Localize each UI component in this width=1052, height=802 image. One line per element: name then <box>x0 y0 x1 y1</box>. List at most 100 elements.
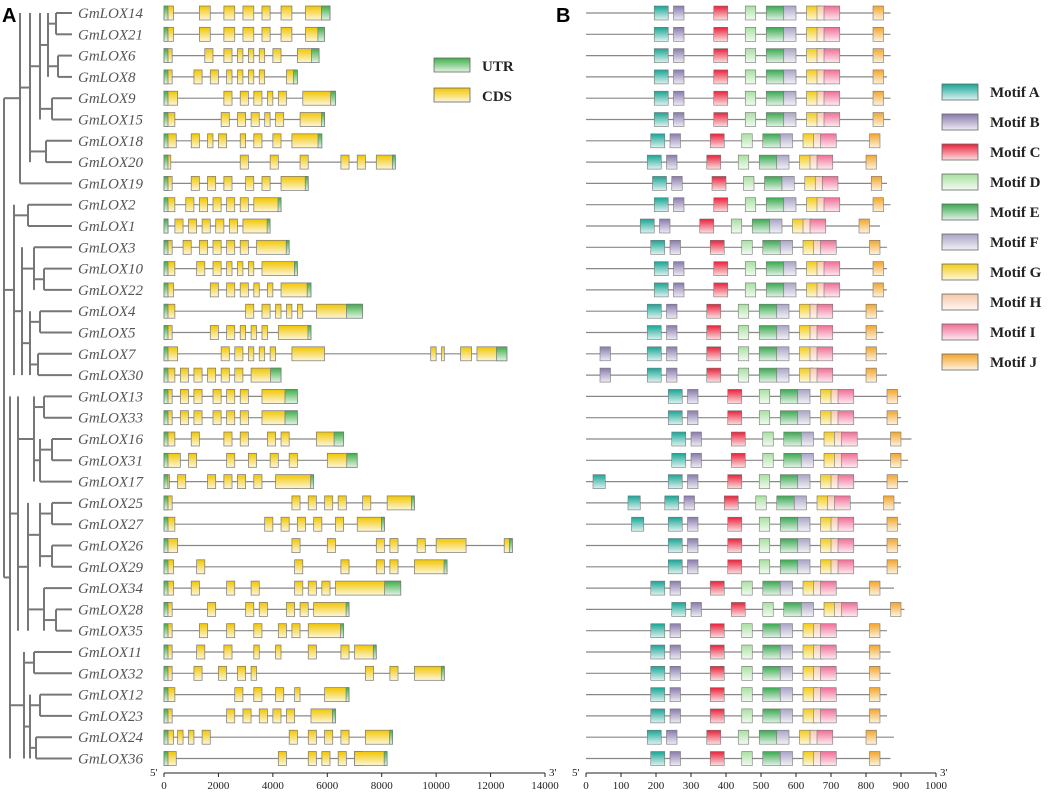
motif-E <box>779 410 799 426</box>
motif-legend: Motif A Motif B Motif C Motif D Motif E Motif… <box>941 83 1042 371</box>
motif-D <box>755 495 767 511</box>
motif-D <box>758 410 771 426</box>
motif-A <box>639 218 655 234</box>
cds-exon <box>226 261 233 276</box>
motif-F <box>779 644 793 660</box>
cds-exon <box>209 282 219 298</box>
motif-row-GmLOX7 <box>586 346 887 362</box>
cds-exon <box>340 559 350 575</box>
motif-D <box>737 729 750 745</box>
motif-B <box>659 218 671 234</box>
motif-J <box>872 282 884 298</box>
structure-row-GmLOX16 <box>163 431 344 447</box>
structure-row-GmLOX13 <box>163 389 298 404</box>
motif-I <box>816 346 834 362</box>
motif-C <box>706 729 722 745</box>
cds-exon <box>261 261 298 276</box>
structure-row-GmLOX33 <box>163 410 298 426</box>
motif-A <box>653 112 669 127</box>
cds-exon <box>277 90 287 106</box>
motif-J <box>870 176 883 191</box>
cds-exon <box>269 346 276 362</box>
motif-C <box>713 197 729 212</box>
motif-J <box>865 325 877 340</box>
cds-exon <box>239 133 246 149</box>
motif-I <box>820 623 837 639</box>
cds-exon <box>356 154 366 170</box>
motif-B <box>687 516 699 532</box>
cds-exon <box>177 474 187 489</box>
cds-exon <box>264 112 271 127</box>
motif-legend-swatch-E <box>941 203 979 221</box>
motif-I <box>816 154 834 170</box>
axis-tick-label: 4000 <box>262 780 285 792</box>
motif-D <box>744 48 757 63</box>
utr5 <box>163 282 169 298</box>
cds-exon <box>264 516 274 532</box>
panel-label-b: B <box>556 5 570 27</box>
structure-row-GmLOX3 <box>163 239 290 255</box>
utr5 <box>163 687 169 702</box>
motif-J <box>890 602 902 617</box>
structure-row-GmLOX10 <box>163 261 298 276</box>
cds-exon <box>193 389 203 404</box>
motif-D <box>741 665 753 681</box>
cds-exon <box>297 303 304 319</box>
gene-label-GmLOX10: GmLOX10 <box>78 262 144 278</box>
gene-name-labels: GmLOX14 GmLOX21 GmLOX6 GmLOX8 GmLOX9 GmLOX15 G… <box>78 6 145 768</box>
cds-exon <box>248 48 255 63</box>
motif-C <box>727 516 743 532</box>
motif-I <box>820 133 837 149</box>
gene-label-GmLOX31: GmLOX31 <box>78 453 143 469</box>
protein-length-axis: 0 100 200 300 400 500 600 700 800 900 1000 5' 3' <box>572 767 948 792</box>
cds-exon <box>253 644 260 660</box>
motif-I <box>820 687 837 702</box>
utr3 <box>285 239 290 255</box>
motif-J <box>872 48 884 63</box>
motif-J <box>883 495 895 511</box>
structure-row-GmLOX36 <box>163 751 388 766</box>
motif-D <box>744 282 757 298</box>
cds-exon <box>234 346 244 362</box>
cds-exon <box>223 48 233 63</box>
axis-tick-label: 8000 <box>371 780 394 792</box>
motif-A <box>653 90 669 106</box>
utr3 <box>443 559 448 575</box>
motif-F <box>783 26 797 42</box>
cds-exon <box>267 90 274 106</box>
cds-exon <box>313 602 350 617</box>
cds-exon <box>275 474 312 489</box>
gene-label-GmLOX16: GmLOX16 <box>78 432 144 448</box>
cds-exon <box>218 133 227 149</box>
motif-I <box>820 580 837 596</box>
motif-D <box>741 623 753 639</box>
cds-exon <box>248 261 255 276</box>
motif-A <box>650 240 666 255</box>
motif-D <box>737 154 750 170</box>
utr3 <box>440 665 445 681</box>
motif-F <box>797 559 811 575</box>
gene-label-GmLOX26: GmLOX26 <box>78 539 144 555</box>
motif-legend-label-A: Motif A <box>990 85 1040 101</box>
motif-C <box>713 26 729 42</box>
motif-C <box>709 133 725 149</box>
motif-row-GmLOX12 <box>586 687 887 702</box>
motif-I <box>837 474 855 489</box>
motif-I <box>823 197 841 212</box>
structure-row-GmLOX25 <box>163 495 415 511</box>
motif-E <box>758 303 778 319</box>
motif-A <box>627 495 641 511</box>
utr5 <box>163 112 169 127</box>
motif-A <box>650 665 666 681</box>
motif-legend-swatch-B <box>941 113 979 131</box>
motif-E <box>765 112 785 127</box>
motif-E <box>765 5 785 21</box>
utr3 <box>310 474 315 489</box>
motif-row-GmLOX33 <box>586 410 901 426</box>
cds-exon <box>245 176 255 191</box>
structure-row-GmLOX28 <box>163 602 350 617</box>
structure-row-GmLOX17 <box>163 474 315 489</box>
cds-exon <box>258 346 266 362</box>
motif-J <box>872 26 884 42</box>
cds-exon <box>286 602 295 617</box>
